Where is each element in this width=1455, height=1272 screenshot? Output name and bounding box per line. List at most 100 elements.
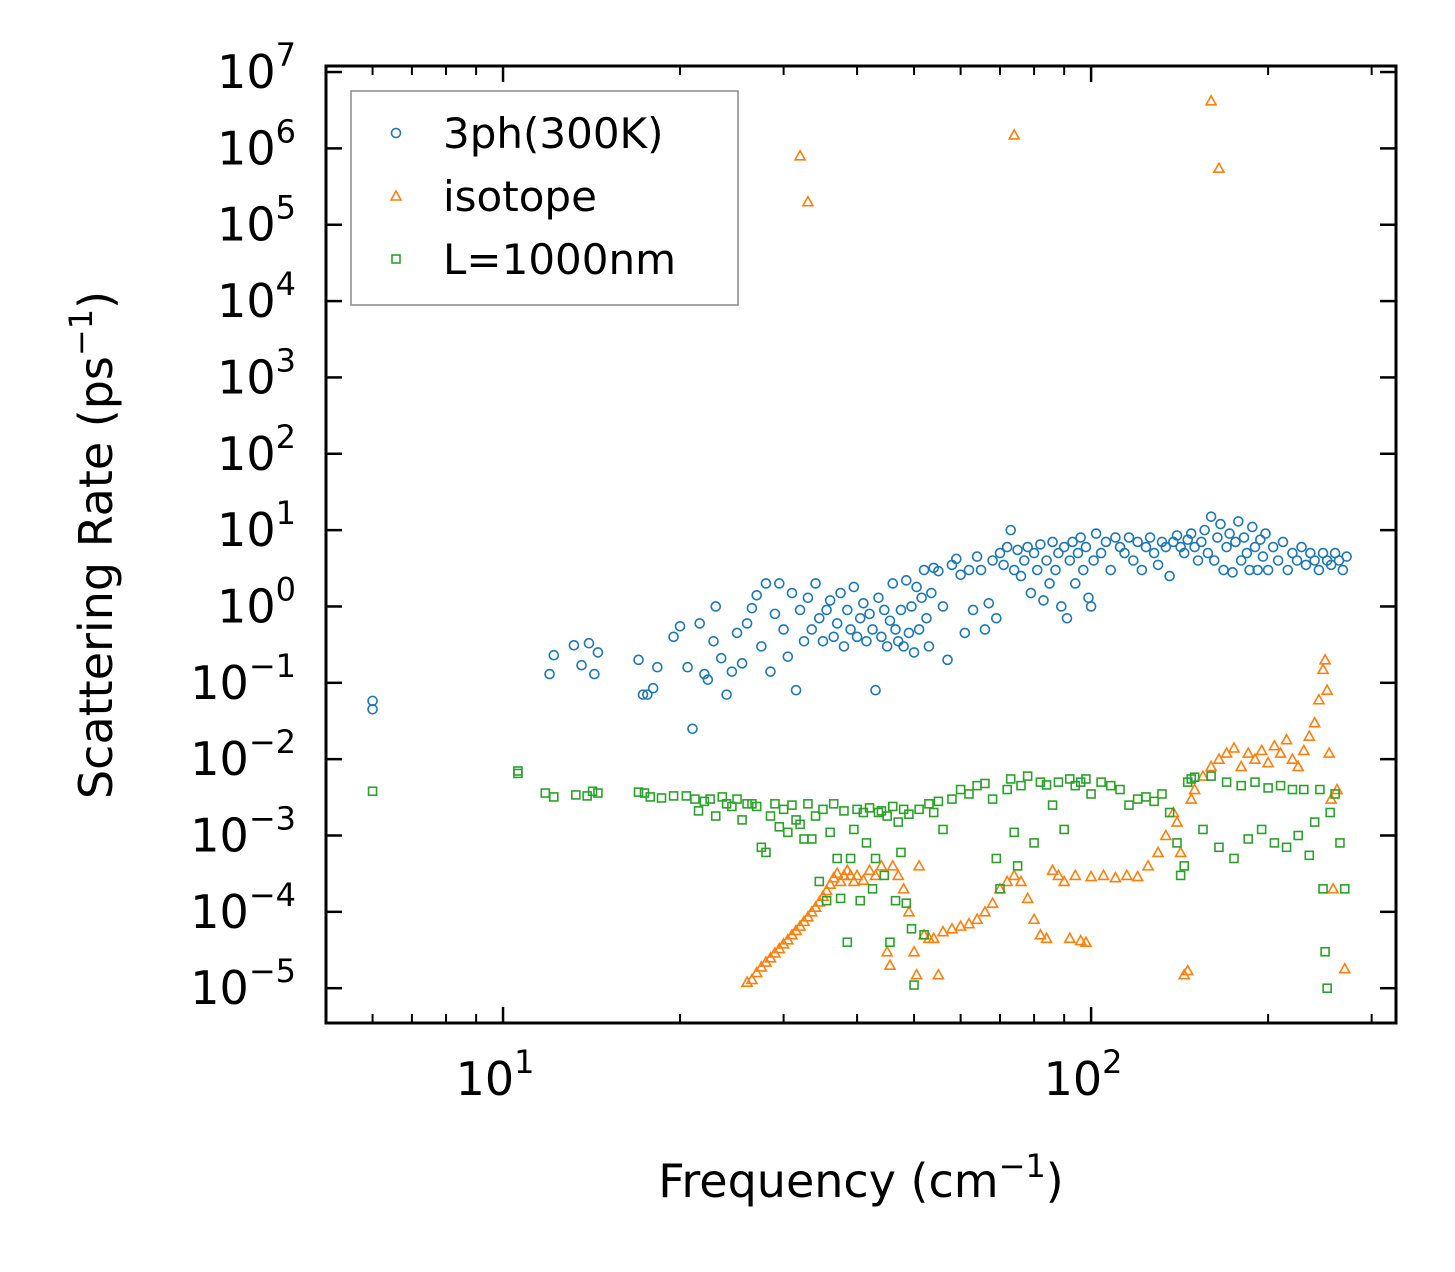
data-point bbox=[858, 598, 869, 609]
data-point bbox=[916, 592, 927, 604]
data-point bbox=[810, 578, 821, 589]
data-point bbox=[1325, 559, 1337, 571]
data-point bbox=[898, 641, 909, 652]
data-point bbox=[845, 624, 856, 635]
data-point bbox=[633, 787, 644, 797]
data-point bbox=[991, 853, 1002, 864]
data-point bbox=[1244, 564, 1255, 576]
data-point bbox=[1007, 128, 1021, 140]
data-point bbox=[710, 811, 721, 821]
data-point bbox=[715, 652, 727, 664]
data-point bbox=[1221, 777, 1232, 787]
data-point bbox=[1212, 161, 1226, 174]
data-point bbox=[882, 811, 892, 821]
data-point bbox=[861, 838, 872, 848]
data-point bbox=[1249, 541, 1261, 553]
data-point bbox=[914, 804, 924, 815]
data-point bbox=[1308, 716, 1322, 728]
data-point bbox=[1250, 777, 1260, 787]
data-point bbox=[1007, 868, 1021, 881]
data-point bbox=[881, 641, 893, 652]
data-point bbox=[1189, 541, 1200, 553]
data-point bbox=[645, 792, 656, 802]
data-point bbox=[1282, 564, 1294, 576]
data-point bbox=[1075, 532, 1086, 543]
legend-label: 3ph(300K) bbox=[443, 109, 663, 158]
data-point bbox=[793, 149, 807, 161]
data-point bbox=[907, 945, 921, 957]
data-point bbox=[1029, 838, 1039, 848]
data-point bbox=[838, 641, 850, 652]
legend-entry: isotope bbox=[389, 172, 597, 221]
legend: 3ph(300K) isotope L=1000nm bbox=[350, 90, 739, 306]
data-point bbox=[1063, 931, 1077, 944]
data-point bbox=[1140, 541, 1152, 553]
data-point bbox=[979, 624, 991, 635]
data-point bbox=[1109, 871, 1122, 883]
data-point bbox=[955, 569, 966, 581]
data-point bbox=[1280, 733, 1293, 745]
data-point bbox=[903, 627, 915, 639]
data-point bbox=[1272, 555, 1284, 566]
data-point bbox=[1124, 800, 1134, 810]
data-point bbox=[687, 723, 698, 735]
data-point bbox=[694, 618, 706, 629]
data-point bbox=[1096, 777, 1106, 787]
data-point bbox=[1115, 784, 1125, 795]
data-point bbox=[1027, 912, 1041, 925]
data-point bbox=[911, 581, 922, 593]
data-point bbox=[945, 922, 959, 934]
data-point bbox=[1080, 541, 1092, 553]
data-point bbox=[1256, 824, 1267, 835]
data-point bbox=[1053, 547, 1064, 559]
data-point bbox=[1196, 769, 1210, 781]
data-point bbox=[926, 587, 937, 599]
data-point bbox=[870, 684, 881, 696]
data-point bbox=[787, 800, 797, 810]
legend-label: isotope bbox=[443, 172, 597, 221]
data-point bbox=[1061, 612, 1073, 624]
data-point bbox=[1221, 541, 1232, 553]
data-point bbox=[1149, 796, 1159, 807]
data-point bbox=[849, 824, 859, 835]
data-point bbox=[1014, 874, 1028, 887]
data-point bbox=[918, 564, 930, 576]
data-point bbox=[828, 799, 839, 809]
data-point bbox=[986, 896, 999, 908]
data-point bbox=[1325, 807, 1335, 818]
data-point bbox=[1100, 536, 1112, 548]
data-point bbox=[740, 975, 754, 987]
data-point bbox=[751, 590, 762, 601]
data-point bbox=[834, 874, 847, 887]
y-tick-label: 102 bbox=[217, 418, 296, 481]
data-point bbox=[1075, 777, 1086, 787]
y-tick-label: 107 bbox=[217, 36, 296, 99]
data-point bbox=[987, 555, 998, 566]
data-point bbox=[1339, 884, 1350, 894]
data-point bbox=[932, 968, 945, 980]
data-point bbox=[1330, 789, 1340, 799]
data-point bbox=[1198, 824, 1208, 835]
data-point bbox=[1053, 777, 1064, 787]
data-point bbox=[760, 578, 772, 589]
data-point bbox=[794, 604, 806, 616]
data-point bbox=[1247, 521, 1258, 533]
data-point bbox=[367, 786, 378, 797]
data-point bbox=[1261, 756, 1275, 768]
data-point bbox=[995, 884, 1005, 894]
data-point bbox=[1318, 653, 1332, 665]
data-point bbox=[1012, 861, 1023, 871]
data-point bbox=[769, 608, 781, 620]
data-point bbox=[1293, 830, 1303, 841]
data-point bbox=[864, 608, 875, 620]
data-point bbox=[927, 931, 941, 944]
data-point bbox=[1008, 564, 1020, 576]
data-point bbox=[861, 635, 872, 647]
data-point bbox=[1275, 780, 1286, 791]
data-point bbox=[1040, 931, 1053, 944]
data-point bbox=[1001, 541, 1013, 553]
data-point bbox=[1164, 570, 1175, 582]
data-point bbox=[1131, 869, 1145, 882]
data-point bbox=[1255, 743, 1269, 756]
data-point bbox=[840, 863, 854, 876]
